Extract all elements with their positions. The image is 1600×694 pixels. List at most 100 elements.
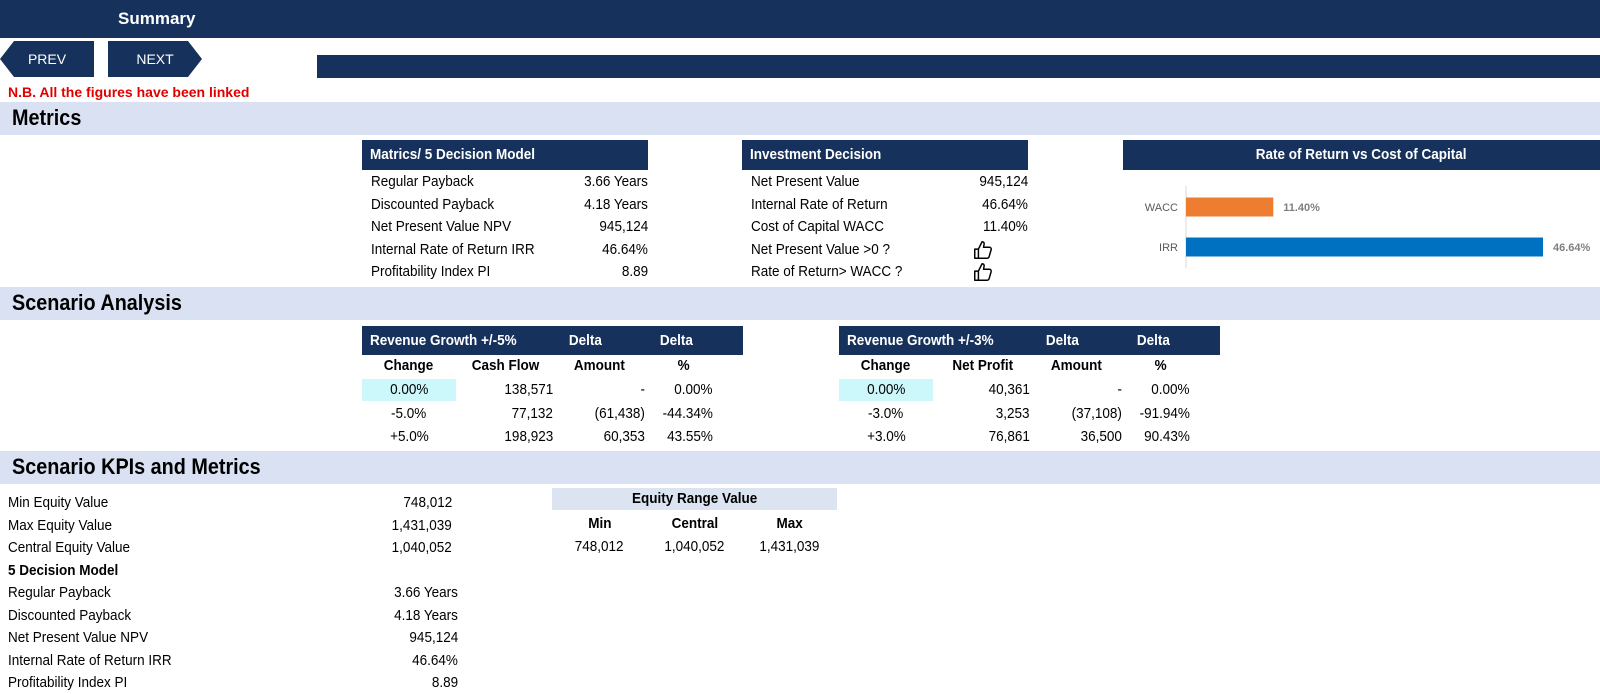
investment-row-value: 11.40% — [983, 218, 1028, 235]
chart-title: Rate of Return vs Cost of Capital — [1256, 146, 1467, 163]
investment-row-label: Net Present Value >0 ? — [751, 240, 890, 258]
kpi-row-value: 1,040,052 — [391, 539, 452, 556]
chart-category-label: IRR — [1159, 242, 1178, 254]
equity-range-title: Equity Range Value — [631, 490, 758, 507]
thumbs-up-icon — [974, 263, 992, 281]
kpi-row-value: 1,431,039 — [391, 516, 452, 534]
scenario-cell: +3.0% — [866, 428, 906, 445]
title-bar — [0, 0, 1600, 38]
model-row-value: 945,124 — [599, 218, 648, 235]
kpi-row-label: Profitability Index PI — [8, 674, 128, 691]
scenario-cell: -44.34% — [662, 404, 713, 422]
investment-row-value: 46.64% — [982, 195, 1028, 213]
scenario-table-header: Revenue Growth +/-3% Delta Delta — [839, 326, 1220, 355]
scenario-selected-change-input[interactable] — [362, 379, 456, 401]
scenario-subheader: Amount — [573, 357, 625, 374]
scenario-cell: 36,500 — [1080, 428, 1122, 445]
scenario-cell: (61,438) — [594, 404, 645, 422]
model-row-label: Profitability Index PI — [371, 263, 491, 280]
investment-row-label: Internal Rate of Return — [751, 195, 888, 213]
kpi-row-label: Internal Rate of Return IRR — [8, 651, 172, 669]
model-row-value: 3.66 Years — [584, 173, 648, 190]
scenario-cell: 198,923 — [504, 428, 553, 445]
scenario-subheader: Amount — [1050, 357, 1102, 374]
scenario-cell: -3.0% — [868, 404, 904, 422]
scenario-cell: - — [640, 381, 646, 398]
scenario-subheader: Cash Flow — [472, 357, 540, 374]
model-row-label: Discounted Payback — [371, 195, 495, 213]
equity-range-column: Min — [587, 515, 612, 532]
scenario-header-label: Delta — [568, 332, 602, 349]
equity-range-column: Central — [671, 515, 718, 532]
scenario-subheader: Change — [861, 357, 911, 374]
chart-data-label: 46.64% — [1553, 242, 1591, 254]
metrics-section-band: Metrics — [0, 102, 1600, 135]
chart-bar-irr — [1186, 237, 1543, 257]
model-row-label: Regular Payback — [371, 173, 474, 190]
investment-row-label: Cost of Capital WACC — [751, 218, 885, 235]
chart-header: Rate of Return vs Cost of Capital — [1123, 140, 1600, 170]
investment-table-title: Investment Decision — [750, 146, 882, 163]
kpis-section-title: Scenario KPIs and Metrics — [12, 454, 261, 479]
scenario-cell: 40,361 — [988, 381, 1030, 398]
scenario-cell: 0.00% — [674, 381, 713, 398]
prev-button[interactable]: PREV — [0, 41, 94, 77]
investment-row-label: Net Present Value — [751, 173, 860, 190]
model-row-value: 8.89 — [621, 263, 648, 280]
nav-bar-strip — [317, 55, 1600, 78]
model-table-header: Matrics/ 5 Decision Model — [362, 140, 648, 170]
kpi-row-value: 3.66 Years — [394, 584, 458, 601]
chart-data-label: 11.40% — [1283, 202, 1320, 214]
scenario-cell: 0.00% — [389, 381, 429, 398]
scenario-section-title: Scenario Analysis — [12, 290, 182, 315]
kpi-row-value: 46.64% — [412, 651, 458, 669]
scenario-table-header: Revenue Growth +/-5% Delta Delta — [362, 326, 743, 355]
scenario-cell: +5.0% — [389, 428, 429, 445]
equity-range-value: 1,040,052 — [664, 538, 725, 555]
investment-table-header: Investment Decision — [742, 140, 1028, 170]
metrics-section-title: Metrics — [12, 105, 82, 130]
scenario-subheader: Change — [384, 357, 434, 374]
kpi-row-value: 945,124 — [409, 629, 458, 646]
chart-bar-wacc — [1186, 197, 1274, 217]
scenario-cell: - — [1117, 381, 1123, 398]
kpi-row-label: Regular Payback — [8, 584, 111, 601]
model-row-value: 46.64% — [602, 240, 648, 258]
scenario-cell: -5.0% — [391, 404, 427, 422]
equity-range-value: 748,012 — [575, 538, 624, 555]
scenario-subheader: Net Profit — [952, 357, 1014, 374]
scenario-cell: 3,253 — [996, 404, 1030, 422]
kpi-row-label: Max Equity Value — [8, 516, 113, 534]
rate-of-return-chart: WACC 11.40% IRR 46.64% — [1145, 186, 1591, 268]
thumbs-up-icon — [974, 240, 992, 259]
scenario-cell: 0.00% — [1151, 381, 1190, 398]
scenario-header-label: Delta — [1045, 332, 1079, 349]
scenario-cell: 90.43% — [1144, 428, 1190, 445]
investment-row-label: Rate of Return> WACC ? — [751, 263, 903, 280]
page-title: Summary — [118, 9, 196, 28]
scenario-section-band: Scenario Analysis — [0, 287, 1600, 320]
scenario-cell: -91.94% — [1139, 404, 1190, 422]
kpis-section-band: Scenario KPIs and Metrics — [0, 451, 1600, 484]
scenario-subheader: % — [677, 357, 691, 374]
equity-range-column: Max — [776, 515, 803, 532]
investment-row-value: 945,124 — [979, 173, 1028, 190]
model-row-label: Internal Rate of Return IRR — [371, 240, 535, 258]
model-row-value: 4.18 Years — [584, 195, 648, 213]
kpi-row-value: 4.18 Years — [394, 606, 458, 624]
scenario-subheader: % — [1154, 357, 1168, 374]
scenario-cell: 138,571 — [504, 381, 553, 398]
kpi-row-value: 748,012 — [403, 494, 452, 511]
scenario-header-label: Revenue Growth +/-5% — [370, 332, 517, 349]
scenario-selected-change-input[interactable] — [839, 379, 933, 401]
next-button[interactable]: NEXT — [108, 41, 202, 77]
scenario-cell: 60,353 — [603, 428, 645, 445]
kpi-row-label: Discounted Payback — [8, 606, 132, 624]
chart-category-label: WACC — [1145, 202, 1178, 214]
linked-note: N.B. All the figures have been linked — [8, 84, 250, 100]
scenario-header-label: Delta — [1136, 332, 1170, 349]
model-table-title: Matrics/ 5 Decision Model — [370, 146, 536, 163]
kpi-model-heading: 5 Decision Model — [8, 561, 119, 579]
scenario-cell: 77,132 — [511, 404, 553, 422]
kpi-row-label: Central Equity Value — [8, 539, 131, 556]
